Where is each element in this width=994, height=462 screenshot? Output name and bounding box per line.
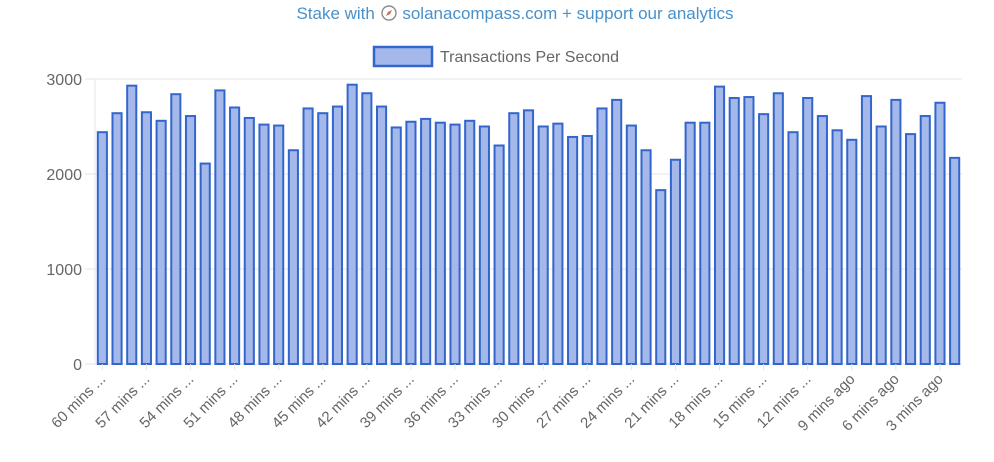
bar[interactable] bbox=[522, 109, 535, 365]
bar[interactable] bbox=[140, 111, 152, 365]
bar[interactable] bbox=[184, 115, 197, 365]
bar[interactable] bbox=[508, 112, 520, 365]
bar[interactable] bbox=[772, 92, 784, 365]
bar[interactable] bbox=[875, 125, 887, 365]
bar[interactable] bbox=[949, 156, 961, 365]
compass-icon bbox=[380, 5, 397, 21]
bar[interactable] bbox=[552, 122, 564, 366]
bar[interactable] bbox=[155, 119, 167, 365]
bar[interactable] bbox=[126, 84, 138, 366]
bar[interactable] bbox=[758, 113, 770, 366]
bar[interactable] bbox=[596, 107, 608, 365]
bar[interactable] bbox=[331, 105, 344, 366]
bar[interactable] bbox=[302, 107, 314, 365]
legend-label: Transactions Per Second bbox=[440, 49, 619, 66]
bar[interactable] bbox=[273, 124, 285, 365]
bar[interactable] bbox=[346, 83, 358, 365]
y-tick-label: 2000 bbox=[46, 167, 82, 184]
y-tick-label: 3000 bbox=[46, 72, 82, 89]
bar[interactable] bbox=[464, 119, 476, 365]
bar[interactable] bbox=[361, 92, 373, 365]
bar[interactable] bbox=[625, 124, 637, 365]
bar[interactable] bbox=[846, 138, 858, 365]
bar[interactable] bbox=[287, 149, 299, 365]
bar[interactable] bbox=[199, 162, 211, 365]
bar[interactable] bbox=[478, 125, 490, 365]
bar[interactable] bbox=[581, 135, 593, 365]
bar[interactable] bbox=[640, 149, 652, 365]
y-axis-ticks: 0 1000 2000 3000 bbox=[46, 72, 82, 374]
bar[interactable] bbox=[449, 123, 461, 365]
legend[interactable]: Transactions Per Second bbox=[372, 45, 619, 68]
bar[interactable] bbox=[537, 125, 549, 365]
bar[interactable] bbox=[655, 189, 667, 365]
bar[interactable] bbox=[669, 158, 682, 365]
bar[interactable] bbox=[405, 120, 417, 365]
bar[interactable] bbox=[905, 133, 917, 365]
bar[interactable] bbox=[919, 115, 931, 365]
bar[interactable] bbox=[890, 98, 902, 366]
stake-link[interactable]: Stake with solanacompass.com + support o… bbox=[0, 4, 994, 24]
bars bbox=[96, 83, 961, 366]
bar[interactable] bbox=[375, 105, 388, 366]
bar[interactable] bbox=[243, 116, 255, 365]
bar[interactable] bbox=[611, 98, 623, 366]
bar[interactable] bbox=[787, 131, 799, 365]
stake-link-text: solanacompass.com + support our analytic… bbox=[402, 4, 734, 23]
bar[interactable] bbox=[434, 121, 446, 365]
bar[interactable] bbox=[258, 123, 270, 365]
bar[interactable] bbox=[493, 144, 505, 365]
bar[interactable] bbox=[860, 95, 873, 365]
bar[interactable] bbox=[743, 96, 755, 366]
bar[interactable] bbox=[567, 135, 579, 365]
bar[interactable] bbox=[111, 112, 123, 365]
bar[interactable] bbox=[728, 97, 740, 365]
bar[interactable] bbox=[96, 131, 108, 365]
bar[interactable] bbox=[420, 117, 432, 366]
bar[interactable] bbox=[816, 115, 828, 365]
bar[interactable] bbox=[831, 129, 843, 365]
x-axis-ticks: 60 mins ...57 mins ...54 mins ...51 mins… bbox=[48, 364, 947, 435]
bar[interactable] bbox=[170, 93, 182, 365]
bar[interactable] bbox=[713, 85, 726, 365]
bar[interactable] bbox=[390, 126, 402, 365]
stake-link-prefix: Stake with bbox=[296, 4, 375, 23]
bar[interactable] bbox=[934, 101, 946, 365]
bar[interactable] bbox=[684, 121, 696, 365]
bar[interactable] bbox=[229, 106, 241, 365]
y-tick-label: 0 bbox=[73, 357, 82, 374]
y-tick-label: 1000 bbox=[46, 262, 82, 279]
bar[interactable] bbox=[214, 89, 226, 366]
bar[interactable] bbox=[699, 121, 711, 365]
bar[interactable] bbox=[802, 97, 814, 365]
bar[interactable] bbox=[317, 112, 329, 365]
legend-swatch bbox=[372, 45, 434, 68]
